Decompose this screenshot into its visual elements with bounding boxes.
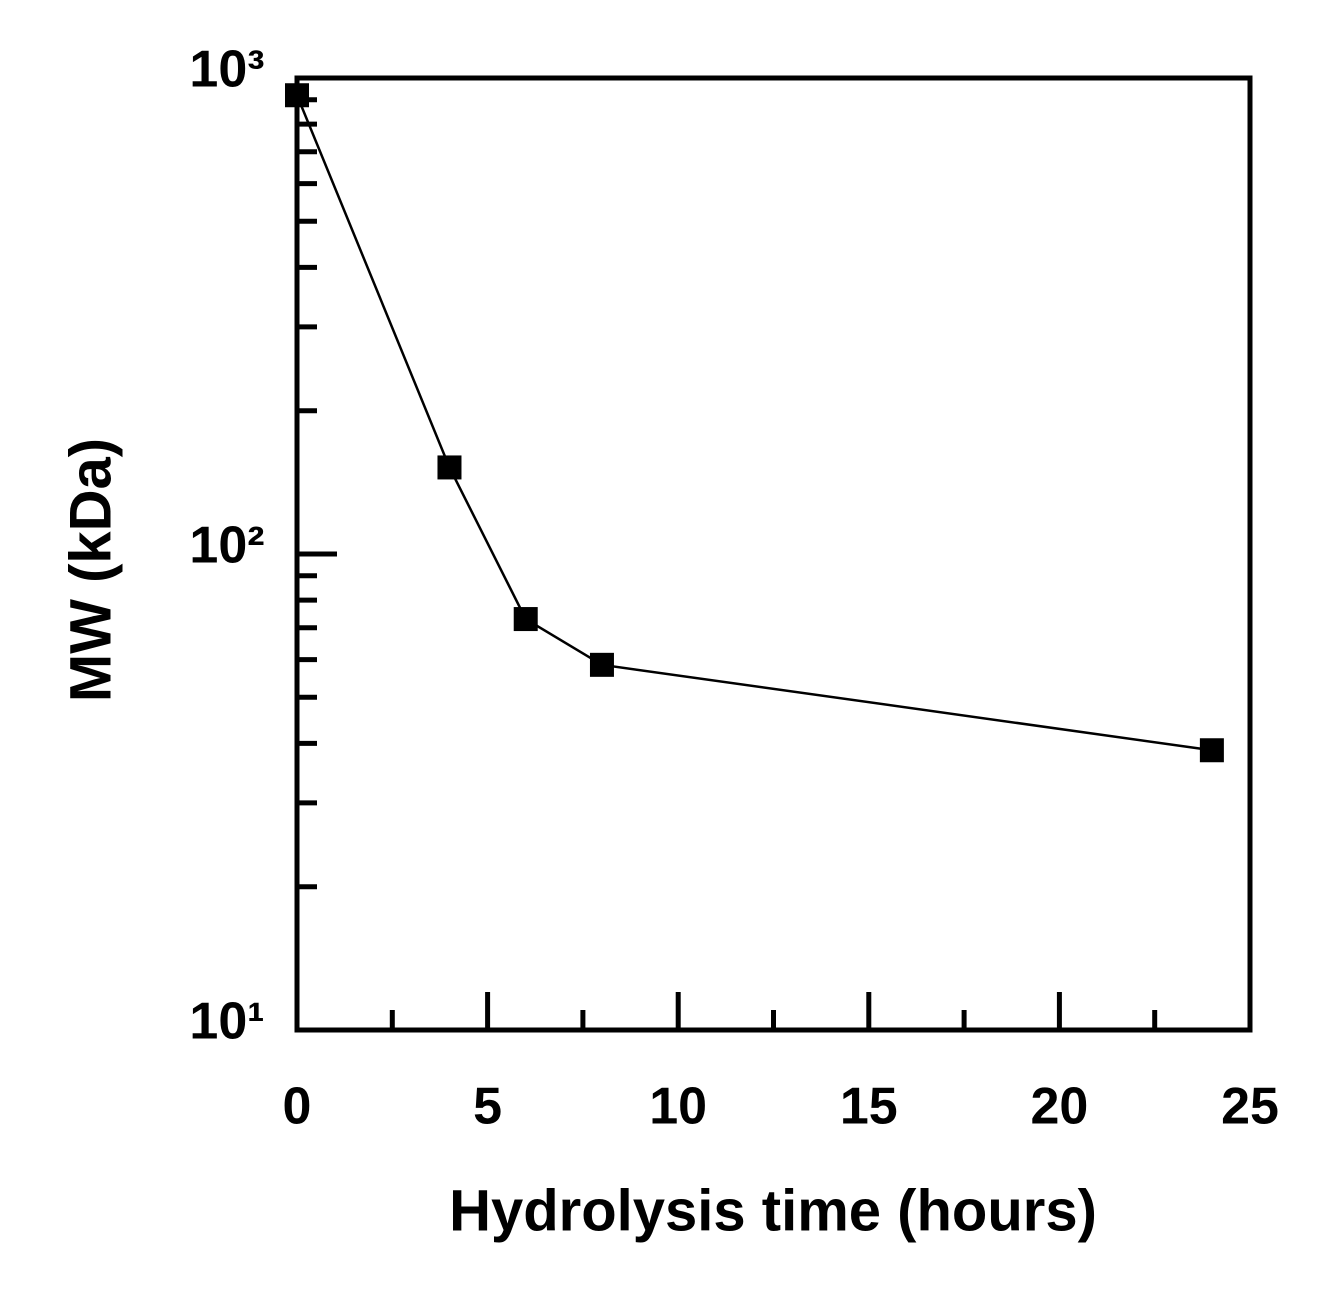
data-point (513, 607, 538, 632)
y-tick-label: 10³ (189, 41, 264, 99)
x-tick-label: 10 (649, 1078, 707, 1136)
data-line (295, 94, 1213, 752)
data-point (437, 455, 462, 480)
x-tick-label: 0 (283, 1078, 312, 1136)
y-axis-label: MW (kDa) (58, 438, 123, 702)
data-point (589, 652, 614, 677)
data-point (285, 83, 309, 108)
x-tick-label: 5 (473, 1078, 502, 1136)
x-tick-label: 20 (1030, 1078, 1088, 1136)
x-tick-label: 15 (840, 1078, 898, 1136)
y-tick-label: 10² (189, 517, 264, 575)
plot-frame (294, 75, 1253, 1033)
data-point (1199, 738, 1224, 763)
x-axis-label: Hydrolysis time (hours) (449, 1178, 1097, 1243)
x-tick-label: 25 (1221, 1078, 1279, 1136)
y-tick-label: 10¹ (189, 993, 264, 1051)
